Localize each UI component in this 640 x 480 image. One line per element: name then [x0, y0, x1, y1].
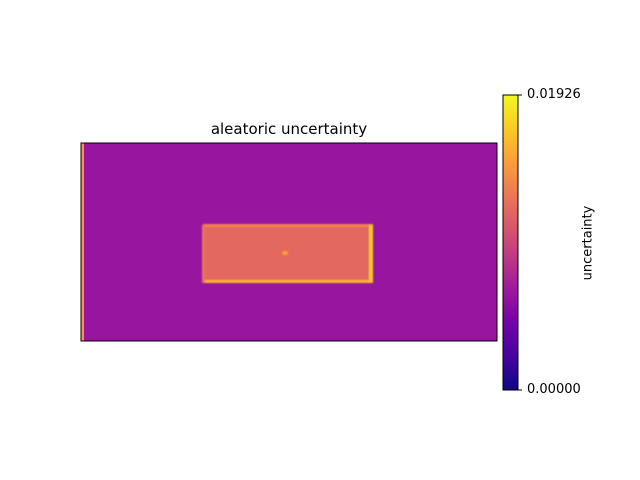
center-spot	[282, 251, 288, 255]
central-rectangle-group	[202, 224, 373, 283]
chart-title: aleatoric uncertainty	[210, 120, 368, 138]
rectangle-left-edge	[202, 225, 205, 283]
rectangle-right-edge	[369, 225, 373, 283]
colorbar-tick-label-max: 0.01926	[527, 87, 581, 102]
colorbar-label: uncertainty	[580, 205, 596, 281]
left-edge-strip	[81, 143, 84, 341]
colorbar-frame	[502, 94, 519, 391]
rectangle-top-edge	[203, 224, 373, 227]
central-rectangle	[203, 225, 373, 283]
rectangle-bottom-edge	[204, 280, 373, 283]
colorbar-tick-label-min: 0.00000	[527, 382, 581, 397]
colorbar	[503, 95, 518, 390]
plot-frame	[80, 142, 498, 342]
